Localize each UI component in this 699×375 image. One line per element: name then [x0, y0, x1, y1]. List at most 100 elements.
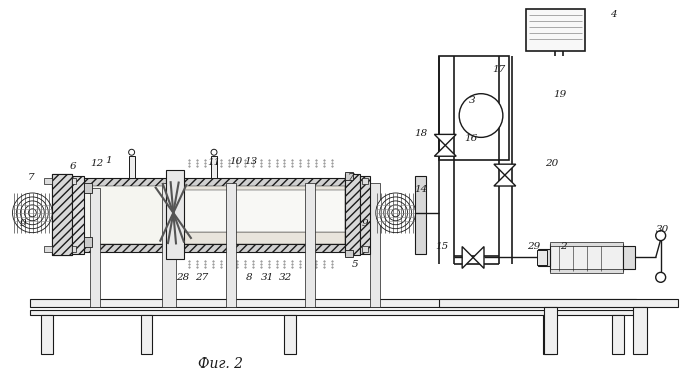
Text: 9: 9 — [362, 219, 368, 228]
Bar — [633, 307, 647, 354]
Bar — [537, 249, 547, 266]
Text: 7: 7 — [348, 172, 354, 182]
Bar — [185, 190, 345, 232]
Text: 7: 7 — [27, 172, 34, 182]
Bar — [542, 315, 554, 354]
Circle shape — [129, 149, 135, 155]
Bar — [84, 244, 166, 252]
Bar — [72, 176, 84, 254]
Text: Фиг. 2: Фиг. 2 — [199, 357, 243, 370]
Circle shape — [13, 193, 52, 232]
Polygon shape — [494, 164, 516, 175]
Bar — [166, 170, 185, 260]
Bar — [284, 315, 296, 354]
Text: 8: 8 — [246, 273, 252, 282]
Bar — [41, 315, 53, 354]
Bar — [52, 174, 72, 255]
Polygon shape — [473, 246, 484, 268]
Bar — [226, 183, 236, 307]
Bar — [370, 183, 380, 307]
Bar — [549, 269, 623, 273]
Text: 15: 15 — [435, 242, 449, 251]
Bar — [440, 299, 677, 307]
Bar — [84, 237, 92, 246]
Circle shape — [391, 209, 400, 217]
Bar — [30, 310, 636, 315]
Bar — [185, 232, 345, 244]
Bar — [549, 242, 623, 246]
Text: 1: 1 — [105, 156, 111, 165]
Text: 20: 20 — [545, 159, 559, 168]
Bar — [140, 315, 152, 354]
Text: 11: 11 — [207, 158, 220, 167]
Polygon shape — [494, 175, 516, 186]
Bar — [612, 315, 624, 354]
Bar — [305, 183, 315, 307]
Text: 13: 13 — [244, 157, 257, 166]
Bar — [345, 174, 360, 255]
Bar — [362, 178, 368, 184]
Text: 30: 30 — [656, 225, 669, 234]
Text: 12: 12 — [90, 159, 103, 168]
Text: 19: 19 — [554, 90, 567, 99]
Bar — [211, 156, 217, 178]
Circle shape — [384, 201, 408, 225]
Bar — [345, 172, 353, 180]
Text: 9: 9 — [20, 219, 26, 228]
Polygon shape — [462, 246, 473, 268]
Text: 3: 3 — [469, 96, 476, 105]
Circle shape — [376, 193, 415, 232]
Text: 29: 29 — [526, 242, 540, 251]
Text: 4: 4 — [610, 10, 617, 19]
Text: 6: 6 — [70, 162, 77, 171]
Circle shape — [656, 272, 665, 282]
Circle shape — [24, 205, 41, 221]
Bar — [415, 176, 426, 254]
Bar — [360, 176, 370, 254]
Bar — [544, 307, 557, 354]
Bar — [345, 249, 353, 258]
Text: 16: 16 — [464, 134, 477, 143]
Bar — [44, 246, 52, 252]
Polygon shape — [434, 146, 456, 156]
Circle shape — [17, 197, 48, 229]
Text: 2: 2 — [561, 242, 567, 251]
Text: 14: 14 — [415, 186, 428, 195]
Circle shape — [656, 231, 665, 241]
Bar — [538, 249, 549, 266]
Bar — [362, 246, 368, 252]
Bar — [526, 9, 585, 51]
Text: 18: 18 — [415, 129, 428, 138]
Circle shape — [459, 94, 503, 137]
Bar — [549, 244, 623, 272]
Text: 28: 28 — [176, 273, 189, 282]
Bar — [623, 246, 635, 269]
Bar — [440, 56, 509, 160]
Bar — [185, 178, 345, 186]
Text: 10: 10 — [229, 157, 242, 166]
Bar — [72, 178, 76, 184]
Bar — [129, 156, 135, 178]
Text: 31: 31 — [261, 273, 274, 282]
Bar — [90, 188, 100, 307]
Bar — [84, 178, 166, 186]
Text: 17: 17 — [492, 65, 505, 74]
Text: 5: 5 — [352, 260, 359, 269]
Bar — [44, 178, 52, 184]
Circle shape — [29, 209, 36, 217]
Bar — [52, 174, 72, 255]
Circle shape — [388, 205, 403, 221]
Text: 27: 27 — [195, 273, 208, 282]
Circle shape — [380, 197, 412, 229]
Bar — [185, 186, 345, 198]
Text: 32: 32 — [278, 273, 291, 282]
Bar — [185, 244, 345, 252]
Circle shape — [211, 149, 217, 155]
Circle shape — [20, 201, 44, 225]
Bar — [84, 186, 166, 244]
Bar — [72, 246, 76, 252]
Bar — [30, 299, 636, 307]
Bar — [84, 183, 92, 193]
Polygon shape — [434, 134, 456, 146]
Bar — [162, 183, 176, 307]
